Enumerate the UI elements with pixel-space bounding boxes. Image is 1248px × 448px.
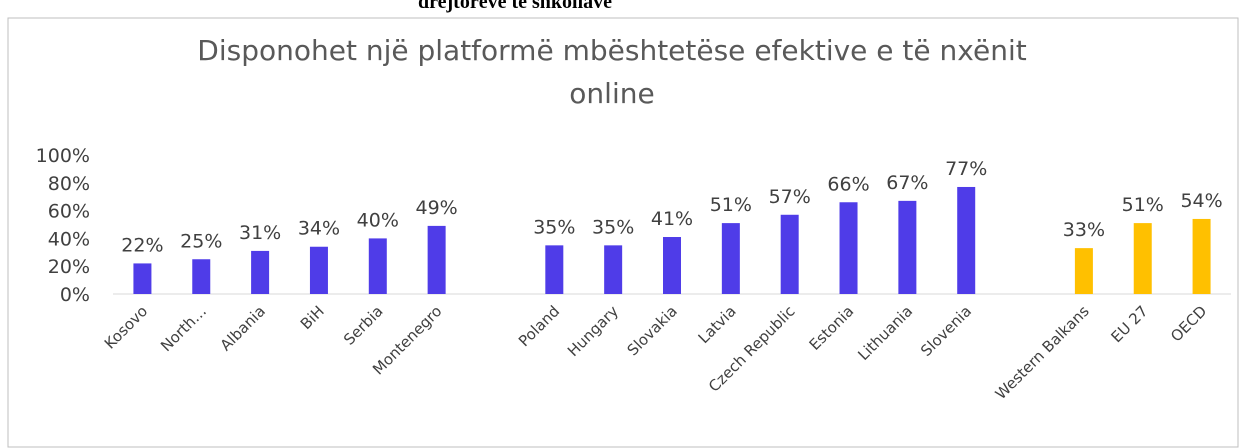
- bar: [604, 245, 623, 294]
- data-label: 35%: [592, 216, 634, 238]
- bar: [957, 186, 976, 294]
- bar: [309, 246, 328, 294]
- bar: [839, 202, 858, 294]
- data-label: 41%: [651, 208, 693, 230]
- data-label: 66%: [827, 173, 869, 195]
- chart-border: [7, 17, 1239, 448]
- y-tick-label: 40%: [48, 228, 90, 250]
- data-label: 31%: [239, 222, 281, 244]
- y-tick-label: 100%: [36, 145, 90, 167]
- bar: [368, 238, 387, 294]
- y-tick-label: 80%: [48, 173, 90, 195]
- bar: [1192, 218, 1211, 294]
- data-label: 33%: [1063, 219, 1105, 241]
- bar: [427, 225, 446, 294]
- data-label: 57%: [769, 186, 811, 208]
- bar: [780, 214, 799, 294]
- data-label: 51%: [1122, 194, 1164, 216]
- data-label: 22%: [121, 234, 163, 256]
- data-label: 49%: [416, 197, 458, 219]
- bar: [251, 250, 270, 294]
- data-label: 25%: [180, 230, 222, 252]
- header-fragment: drejtorëve të shkollave: [418, 0, 612, 13]
- bar: [1074, 248, 1093, 294]
- chart-title: Disponohet një platformë mbështetëse efe…: [197, 34, 1026, 110]
- data-label: 67%: [886, 172, 928, 194]
- y-tick-label: 60%: [48, 201, 90, 223]
- bar: [545, 245, 564, 294]
- bar: [898, 200, 917, 294]
- bar: [133, 263, 152, 294]
- data-label: 40%: [357, 209, 399, 231]
- data-label: 77%: [945, 158, 987, 180]
- bar: [721, 223, 740, 294]
- y-tick-label: 0%: [60, 284, 90, 306]
- data-label: 54%: [1180, 190, 1222, 212]
- bar: [1133, 223, 1152, 294]
- data-label: 35%: [533, 216, 575, 238]
- bar: [663, 237, 681, 294]
- bar: [192, 259, 211, 294]
- y-tick-label: 20%: [48, 256, 90, 278]
- data-label: 51%: [710, 194, 752, 216]
- data-label: 34%: [298, 218, 340, 240]
